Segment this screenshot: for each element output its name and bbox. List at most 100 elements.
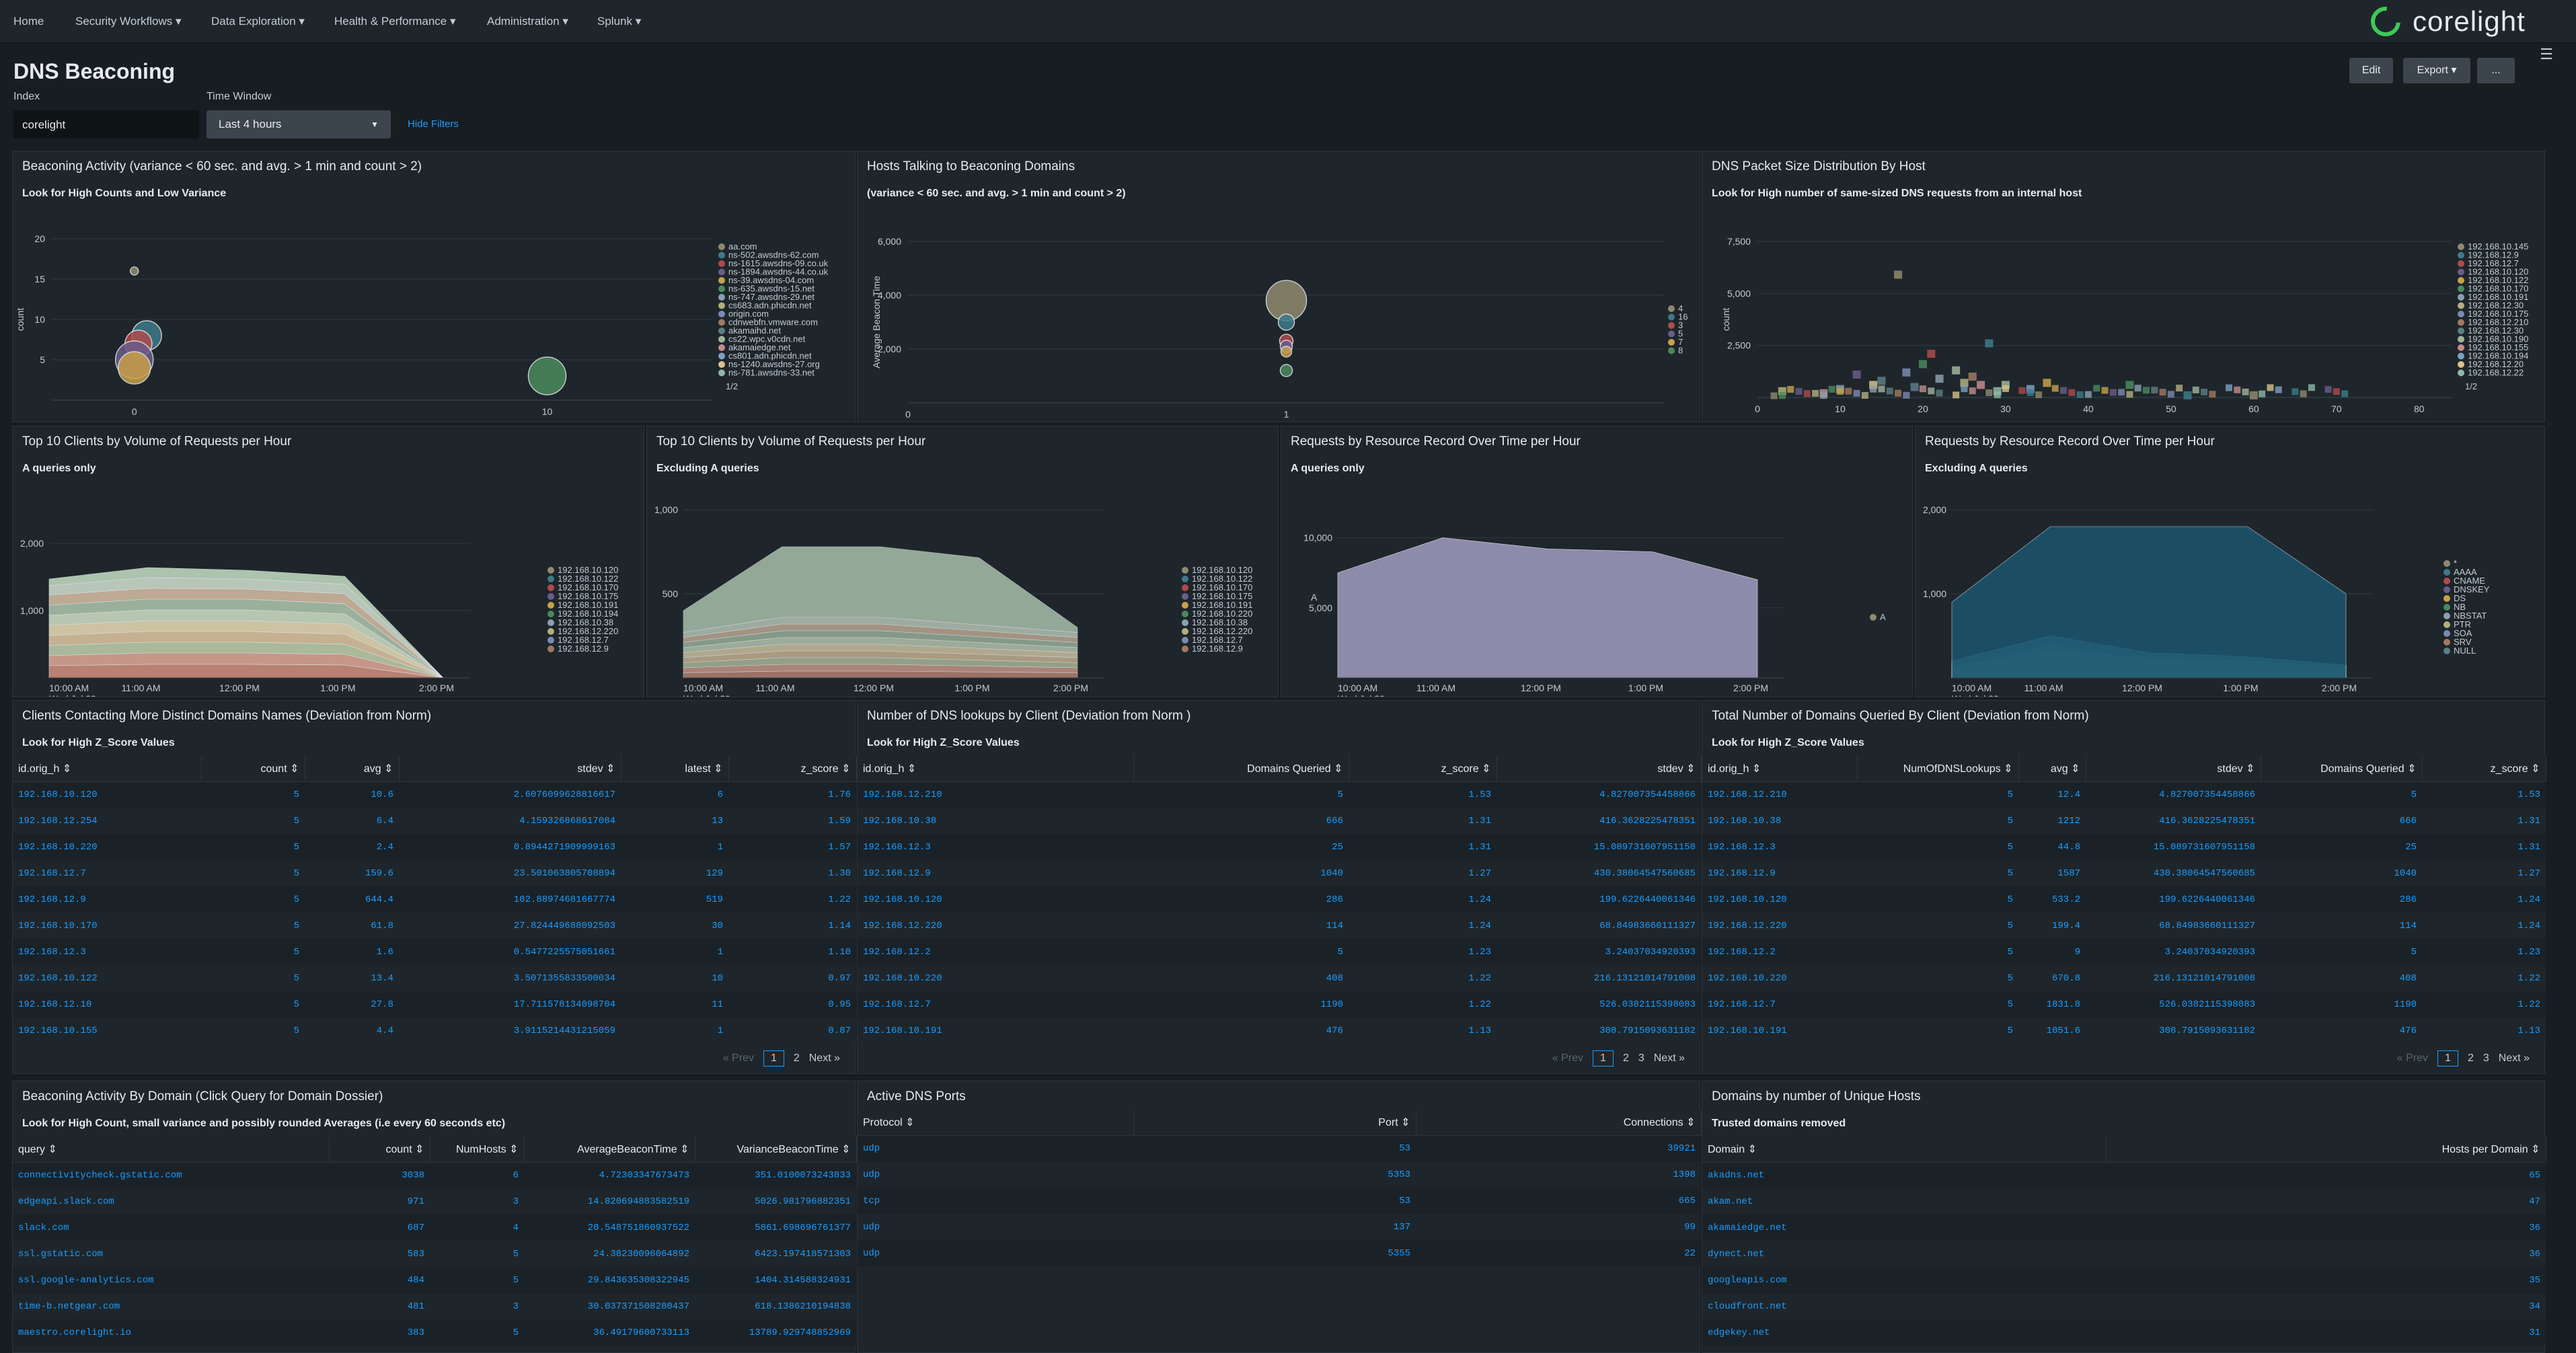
- table-row[interactable]: 192.168.12.7 5 159.6 23.501063805708894 129 1…: [13, 860, 856, 886]
- column-header[interactable]: stdev ⇕: [2086, 756, 2261, 782]
- nav-security-workflows[interactable]: Security Workflows ▾: [75, 15, 182, 28]
- page-button[interactable]: 2: [2467, 1052, 2474, 1064]
- table-row[interactable]: ssl.gstatic.com 583 5 24.38230096064892 6423…: [13, 1241, 856, 1267]
- table-row[interactable]: 192.168.10.120 286 1.24 199.6226440061346: [858, 886, 1701, 913]
- column-header[interactable]: latest ⇕: [621, 756, 729, 782]
- table-cell[interactable]: maestro.corelight.io: [13, 1319, 329, 1346]
- table-row[interactable]: 192.168.10.220 408 1.22 216.13121014791008: [858, 965, 1701, 991]
- column-header[interactable]: Hosts per Domain ⇕: [2106, 1136, 2546, 1163]
- table-row[interactable]: 192.168.10.120 5 533.2 199.6226440061346 286…: [1702, 886, 2546, 913]
- column-header[interactable]: NumOfDNSLookups ⇕: [1857, 756, 2019, 782]
- table-row[interactable]: tcp 53 665: [858, 1188, 1701, 1214]
- table-row[interactable]: udp 53 39921: [858, 1135, 1701, 1161]
- table-row[interactable]: 192.168.10.120 5 10.6 2.6076099628816617 6 1.…: [13, 781, 856, 808]
- table-row[interactable]: time-b.netgear.com 481 3 30.037371508280437…: [13, 1293, 856, 1319]
- table-cell[interactable]: 192.168.10.120: [858, 886, 1133, 913]
- table-row[interactable]: 192.168.10.170 5 61.8 27.824449688092503 30 1…: [13, 913, 856, 939]
- column-header[interactable]: avg ⇕: [2018, 756, 2086, 782]
- table-row[interactable]: 192.168.12.254 5 6.4 4.159326868617084 13 1.5…: [13, 808, 856, 834]
- table-cell[interactable]: connectivitycheck.gstatic.com: [13, 1162, 329, 1188]
- table-cell[interactable]: 192.168.12.220: [1702, 913, 1857, 939]
- table-cell[interactable]: cloudfront.net: [1702, 1293, 2106, 1319]
- table-cell[interactable]: 192.168.10.220: [858, 965, 1133, 991]
- column-header[interactable]: stdev ⇕: [399, 756, 621, 782]
- table-cell[interactable]: udp: [858, 1161, 1133, 1188]
- table-cell[interactable]: 192.168.10.38: [1702, 808, 1857, 834]
- page-button[interactable]: 1: [2437, 1050, 2458, 1067]
- table-row[interactable]: 192.168.10.38 666 1.31 416.3628225478351: [858, 808, 1701, 834]
- table-cell[interactable]: 192.168.12.9: [13, 886, 201, 913]
- table-row[interactable]: 192.168.12.2 5 9 3.24037034920393 5 1.23: [1702, 939, 2546, 965]
- table-cell[interactable]: 192.168.12.2: [1702, 939, 1857, 965]
- table-cell[interactable]: 192.168.10.122: [13, 965, 201, 991]
- page-button[interactable]: 3: [1638, 1052, 1644, 1064]
- column-header[interactable]: z_score ⇕: [2422, 756, 2546, 782]
- table-row[interactable]: 192.168.12.210 5 1.53 4.827007354458866: [858, 781, 1701, 808]
- table-cell[interactable]: udp: [858, 1214, 1133, 1240]
- next-page-button[interactable]: Next »: [1653, 1052, 1685, 1064]
- table-cell[interactable]: 192.168.12.2: [858, 939, 1133, 965]
- column-header[interactable]: Connections ⇕: [1416, 1110, 1702, 1136]
- table-row[interactable]: cloudfront.net 34: [1702, 1293, 2546, 1319]
- page-button[interactable]: 1: [1593, 1050, 1614, 1067]
- table-row[interactable]: 192.168.10.220 5 670.8 216.13121014791008 40…: [1702, 965, 2546, 991]
- table-row[interactable]: 192.168.12.10 5 27.8 17.711578134098704 11 0.…: [13, 991, 856, 1017]
- table-row[interactable]: 192.168.12.3 25 1.31 15.089731607951158: [858, 834, 1701, 860]
- table-row[interactable]: 192.168.12.220 5 199.4 68.84983660111327 114…: [1702, 913, 2546, 939]
- column-header[interactable]: NumHosts ⇕: [430, 1136, 525, 1163]
- table-cell[interactable]: 192.168.10.191: [1702, 1017, 1857, 1044]
- table-row[interactable]: dynect.net 36: [1702, 1241, 2546, 1267]
- table-row[interactable]: 192.168.12.220 114 1.24 68.84983660111327: [858, 913, 1701, 939]
- nav-administration[interactable]: Administration ▾: [487, 15, 568, 28]
- column-header[interactable]: Domain ⇕: [1702, 1136, 2107, 1163]
- column-header[interactable]: AverageBeaconTime ⇕: [524, 1136, 695, 1163]
- hide-filters-link[interactable]: Hide Filters: [408, 118, 459, 130]
- table-cell[interactable]: googleapis.com: [1702, 1267, 2106, 1293]
- table-cell[interactable]: ssl.google-analytics.com: [13, 1267, 329, 1293]
- edit-button[interactable]: Edit: [2349, 58, 2393, 83]
- table-row[interactable]: googleapis.com 35: [1702, 1267, 2546, 1293]
- table-cell[interactable]: udp: [858, 1135, 1133, 1161]
- table-cell[interactable]: udp: [858, 1240, 1133, 1266]
- table-row[interactable]: 192.168.12.3 5 44.8 15.089731607951158 25 1.3…: [1702, 834, 2546, 860]
- table-row[interactable]: edgekey.net 31: [1702, 1319, 2546, 1346]
- table-row[interactable]: udp 137 99: [858, 1214, 1701, 1240]
- table-cell[interactable]: 192.168.12.3: [1702, 834, 1857, 860]
- table-row[interactable]: 192.168.12.7 5 1831.8 526.0382115398083 1190…: [1702, 991, 2546, 1017]
- table-row[interactable]: ssl.google-analytics.com 484 5 29.843635308…: [13, 1267, 856, 1293]
- page-button[interactable]: 3: [2483, 1052, 2489, 1064]
- index-input[interactable]: corelight: [13, 110, 199, 139]
- table-row[interactable]: 192.168.10.38 5 1212 416.3628225478351 666 1.…: [1702, 808, 2546, 834]
- column-header[interactable]: z_score ⇕: [728, 756, 857, 782]
- column-header[interactable]: Domains Queried ⇕: [2261, 756, 2423, 782]
- nav-data-exploration[interactable]: Data Exploration ▾: [211, 15, 305, 28]
- table-cell[interactable]: 192.168.10.220: [13, 834, 201, 860]
- table-row[interactable]: edgeapi.slack.com 971 3 14.820694883582519 5…: [13, 1188, 856, 1214]
- prev-page-button[interactable]: « Prev: [1552, 1052, 1584, 1064]
- nav-splunk[interactable]: Splunk ▾: [597, 15, 642, 28]
- table-row[interactable]: connectivitycheck.gstatic.com 3038 6 4.7230…: [13, 1162, 856, 1188]
- next-page-button[interactable]: Next »: [808, 1052, 840, 1064]
- column-header[interactable]: Port ⇕: [1133, 1110, 1416, 1136]
- prev-page-button[interactable]: « Prev: [2396, 1052, 2429, 1064]
- table-cell[interactable]: akamaiedge.net: [1702, 1214, 2106, 1241]
- table-cell[interactable]: 192.168.10.38: [858, 808, 1133, 834]
- table-row[interactable]: maestro.corelight.io 383 5 36.4917960073311…: [13, 1319, 856, 1346]
- table-row[interactable]: udp 5353 1398: [858, 1161, 1701, 1188]
- table-row[interactable]: udp 5355 22: [858, 1240, 1701, 1266]
- table-cell[interactable]: ssl.gstatic.com: [13, 1241, 329, 1267]
- table-cell[interactable]: 192.168.10.120: [1702, 886, 1857, 913]
- column-header[interactable]: z_score ⇕: [1349, 756, 1497, 782]
- table-cell[interactable]: edgekey.net: [1702, 1319, 2106, 1346]
- export-button[interactable]: Export ▾: [2403, 58, 2470, 83]
- column-header[interactable]: avg ⇕: [305, 756, 400, 782]
- table-cell[interactable]: akadns.net: [1702, 1162, 2106, 1188]
- table-cell[interactable]: 192.168.12.7: [13, 860, 201, 886]
- table-row[interactable]: 192.168.10.191 476 1.13 308.7915093631182: [858, 1017, 1701, 1044]
- prev-page-button[interactable]: « Prev: [722, 1052, 754, 1064]
- table-cell[interactable]: 192.168.12.3: [13, 939, 201, 965]
- column-header[interactable]: stdev ⇕: [1497, 756, 1702, 782]
- table-row[interactable]: 192.168.12.9 5 644.4 102.88974681667774 519 1…: [13, 886, 856, 913]
- column-header[interactable]: Domains Queried ⇕: [1133, 756, 1349, 782]
- table-cell[interactable]: 192.168.12.7: [1702, 991, 1857, 1017]
